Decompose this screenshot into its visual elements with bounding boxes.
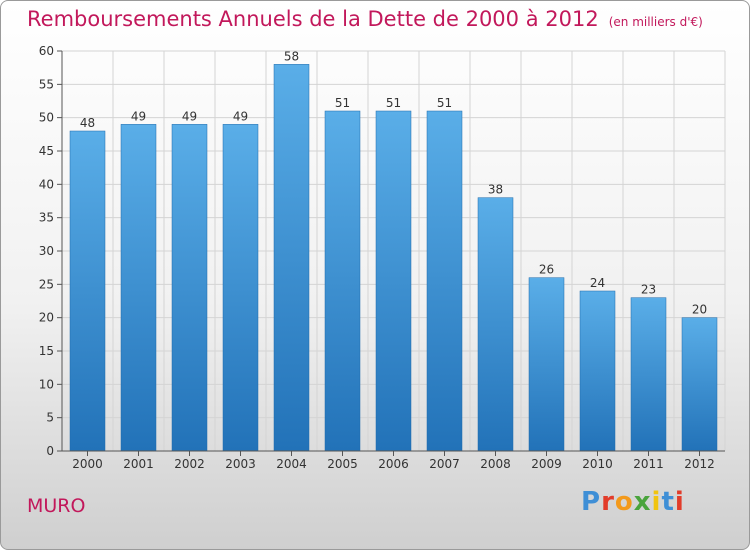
bar	[375, 110, 412, 452]
y-tick-label: 30	[39, 244, 54, 258]
bar	[477, 197, 514, 452]
bar-value-label: 23	[641, 283, 656, 297]
y-tick-label: 55	[39, 77, 54, 91]
y-tick-label: 35	[39, 211, 54, 225]
y-tick-label: 60	[39, 44, 54, 58]
y-tick-label: 45	[39, 144, 54, 158]
bar-value-label: 49	[182, 109, 197, 123]
y-tick-label: 5	[46, 411, 54, 425]
bar-value-label: 51	[437, 96, 452, 110]
x-tick-label: 2007	[429, 457, 460, 471]
y-tick-label: 20	[39, 311, 54, 325]
y-tick-label: 40	[39, 177, 54, 191]
bar	[171, 124, 208, 452]
bar-value-label: 20	[692, 303, 707, 317]
chart-subtitle: (en milliers d'€)	[608, 15, 703, 29]
y-tick-label: 10	[39, 377, 54, 391]
x-tick-label: 2010	[582, 457, 613, 471]
chart-title-text: Remboursements Annuels de la Dette de 20…	[27, 7, 599, 31]
x-tick-label: 2001	[123, 457, 154, 471]
y-tick-label: 0	[46, 444, 54, 458]
x-tick-label: 2011	[633, 457, 664, 471]
bar-value-label: 49	[233, 109, 248, 123]
x-tick-label: 2009	[531, 457, 562, 471]
logo-letter: i	[674, 487, 685, 517]
bar	[273, 64, 310, 452]
logo-letter: i	[651, 487, 662, 517]
x-tick-label: 2012	[684, 457, 715, 471]
bar	[579, 290, 616, 452]
bar	[528, 277, 565, 452]
bar	[681, 317, 718, 452]
y-tick-label: 15	[39, 344, 54, 358]
chart-title: Remboursements Annuels de la Dette de 20…	[27, 7, 703, 31]
x-tick-label: 2000	[72, 457, 103, 471]
bar	[426, 110, 463, 452]
logo-letter: r	[601, 487, 615, 517]
x-tick-label: 2004	[276, 457, 307, 471]
bar-value-label: 48	[80, 116, 95, 130]
bar	[120, 124, 157, 452]
bar-value-label: 58	[284, 49, 299, 63]
y-tick-label: 50	[39, 111, 54, 125]
bar-value-label: 51	[335, 96, 350, 110]
location-name: MURO	[27, 495, 86, 517]
x-tick-label: 2002	[174, 457, 205, 471]
bar-value-label: 26	[539, 263, 554, 277]
bar	[630, 297, 667, 452]
logo-letter: x	[633, 487, 652, 517]
bar-value-label: 38	[488, 183, 503, 197]
bar	[69, 130, 106, 452]
x-tick-label: 2003	[225, 457, 256, 471]
logo-letter: o	[614, 487, 634, 517]
bar	[324, 110, 361, 452]
bar-value-label: 49	[131, 109, 146, 123]
bar-value-label: 51	[386, 96, 401, 110]
proxiti-logo: Proxiti	[581, 487, 685, 517]
logo-letter: t	[661, 487, 675, 517]
y-tick-label: 25	[39, 277, 54, 291]
bar	[222, 124, 259, 452]
logo-letter: P	[581, 487, 602, 517]
x-tick-label: 2005	[327, 457, 358, 471]
x-tick-label: 2008	[480, 457, 511, 471]
x-tick-label: 2006	[378, 457, 409, 471]
bar-value-label: 24	[590, 276, 605, 290]
